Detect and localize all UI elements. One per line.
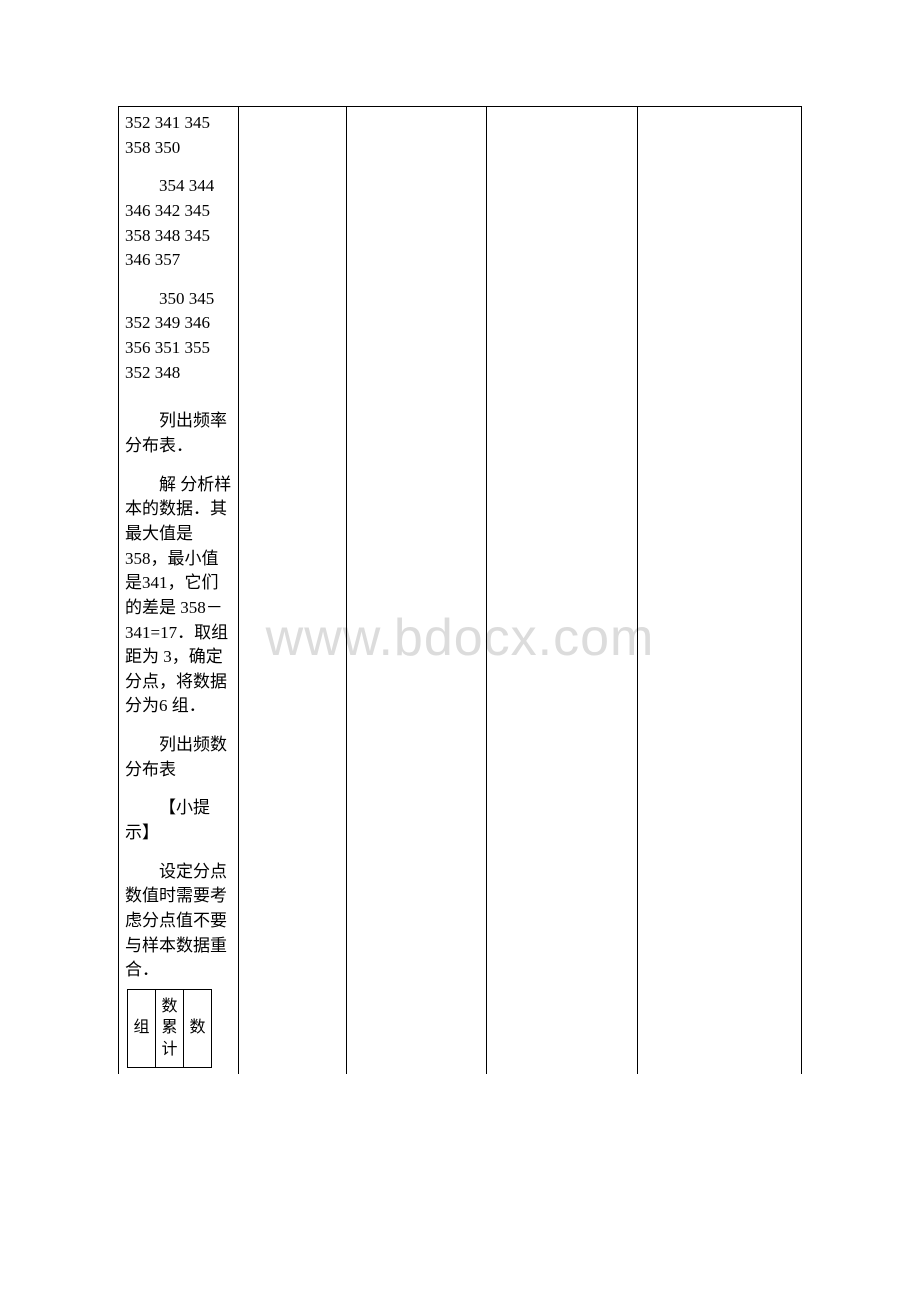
empty-cell-2 [238, 107, 346, 1074]
data-numbers-2: 354 344 346 342 345 358 348 345 346 357 [125, 174, 232, 273]
table-row: 组 数累计 数 [128, 989, 212, 1067]
instruction-text: 列出频率分布表． [125, 409, 232, 458]
data-numbers-1: 352 341 345 358 350 [125, 111, 232, 160]
table-row: 352 341 345 358 350 354 344 346 342 345 … [119, 107, 802, 1074]
tip-heading: 【小提示】 [125, 796, 232, 845]
main-table: 352 341 345 358 350 354 344 346 342 345 … [118, 106, 802, 1074]
content-cell: 352 341 345 358 350 354 344 346 342 345 … [119, 107, 239, 1074]
inner-header-3: 数 [184, 989, 212, 1067]
analysis-text: 解 分析样本的数据．其最大值是 358，最小值是341，它们的差是 358－34… [125, 473, 232, 719]
inner-table: 组 数累计 数 [127, 989, 212, 1068]
tip-body: 设定分点数值时需要考虑分点值不要与样本数据重合． [125, 860, 232, 983]
inner-header-1: 组 [128, 989, 156, 1067]
inner-header-2: 数累计 [156, 989, 184, 1067]
data-numbers-3: 350 345 352 349 346 356 351 355 352 348 [125, 287, 232, 386]
list-instruction: 列出频数分布表 [125, 733, 232, 782]
empty-cell-4 [486, 107, 638, 1074]
empty-cell-5 [638, 107, 802, 1074]
empty-cell-3 [346, 107, 486, 1074]
